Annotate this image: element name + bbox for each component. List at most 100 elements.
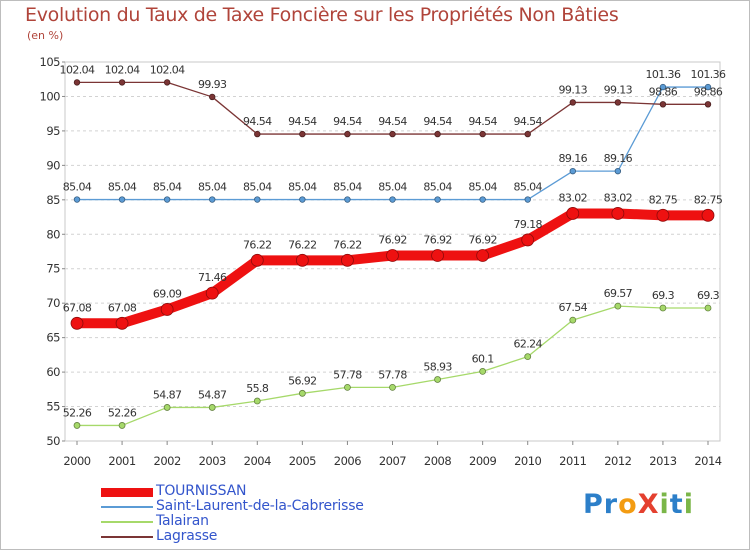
data-label-saint-laurent-de-la-cabrerisse: 101.36 [645, 68, 680, 81]
data-label-lagrasse: 98.86 [649, 85, 678, 98]
data-label-tournissan: 67.08 [108, 301, 137, 314]
data-label-lagrasse: 102.04 [150, 63, 185, 76]
data-label-talairan: 57.78 [333, 368, 362, 381]
data-label-talairan: 56.92 [288, 374, 317, 387]
x-tick-label: 2011 [559, 454, 586, 468]
data-label-talairan: 69.3 [697, 289, 720, 302]
data-label-tournissan: 76.22 [333, 238, 362, 251]
y-tick-label: 85 [46, 193, 60, 207]
data-point-tournissan [160, 303, 174, 316]
data-point-tournissan [205, 286, 219, 300]
series-line-talairan [76, 305, 709, 427]
data-point-saint-laurent-de-la-cabrerisse [569, 167, 576, 175]
data-point-talairan [614, 302, 622, 310]
data-label-tournissan: 79.18 [513, 218, 542, 231]
logo-letter: t [669, 489, 684, 520]
data-label-talairan: 54.87 [198, 388, 227, 401]
y-tick-label: 60 [46, 365, 60, 379]
y-tick-label: 70 [46, 296, 60, 310]
logo-letter: i [683, 489, 694, 520]
data-point-talairan [659, 304, 667, 312]
data-point-saint-laurent-de-la-cabrerisse [73, 196, 81, 203]
data-label-saint-laurent-de-la-cabrerisse: 85.04 [288, 181, 317, 194]
data-point-saint-laurent-de-la-cabrerisse [209, 196, 216, 203]
data-label-lagrasse: 94.54 [288, 115, 317, 128]
data-point-tournissan [566, 207, 580, 220]
data-point-tournissan [476, 249, 490, 262]
data-label-saint-laurent-de-la-cabrerisse: 101.36 [691, 68, 726, 81]
y-tick-label: 105 [40, 55, 61, 69]
data-label-saint-laurent-de-la-cabrerisse: 85.04 [468, 181, 497, 194]
y-tick-label: 90 [46, 158, 60, 172]
data-label-tournissan: 82.75 [649, 193, 678, 206]
data-label-tournissan: 76.92 [468, 233, 497, 246]
data-point-tournissan [386, 249, 399, 262]
data-label-talairan: 58.93 [423, 360, 452, 373]
data-point-lagrasse [659, 101, 667, 108]
data-point-tournissan [250, 253, 264, 267]
data-label-tournissan: 71.46 [198, 271, 227, 284]
data-point-lagrasse [479, 130, 486, 138]
data-point-talairan [344, 383, 351, 391]
data-label-talairan: 69.57 [604, 287, 633, 300]
y-tick-label: 95 [46, 124, 60, 138]
data-label-lagrasse: 94.54 [513, 115, 542, 128]
legend-swatch [101, 487, 153, 497]
data-point-saint-laurent-de-la-cabrerisse [614, 167, 622, 175]
data-label-saint-laurent-de-la-cabrerisse: 89.16 [559, 152, 588, 165]
data-point-saint-laurent-de-la-cabrerisse [704, 83, 712, 91]
data-point-tournissan [611, 207, 625, 220]
data-label-tournissan: 83.02 [604, 191, 633, 204]
legend-label: Talairan [156, 513, 209, 529]
data-point-saint-laurent-de-la-cabrerisse [254, 196, 261, 203]
data-point-tournissan [70, 316, 84, 330]
data-label-lagrasse: 94.54 [468, 115, 497, 128]
data-point-lagrasse [163, 79, 171, 86]
x-tick-label: 2004 [244, 454, 271, 468]
data-point-talairan [208, 404, 216, 411]
x-tick-label: 2010 [514, 454, 541, 468]
data-point-lagrasse [434, 130, 441, 138]
data-point-tournissan [656, 208, 670, 222]
data-point-talairan [569, 316, 577, 324]
data-label-talairan: 57.78 [378, 368, 407, 381]
x-tick-label: 2005 [289, 454, 316, 468]
data-label-saint-laurent-de-la-cabrerisse: 85.04 [513, 181, 542, 194]
data-point-saint-laurent-de-la-cabrerisse [659, 83, 667, 91]
logo-letter: i [659, 489, 670, 520]
x-tick-label: 2006 [334, 454, 361, 468]
data-label-saint-laurent-de-la-cabrerisse: 85.04 [333, 181, 362, 194]
data-point-lagrasse [254, 130, 261, 138]
data-label-tournissan: 76.22 [288, 238, 317, 251]
data-label-talairan: 52.26 [108, 406, 137, 419]
data-label-tournissan: 69.09 [153, 287, 182, 300]
chart-unit-label: (en %) [27, 29, 64, 42]
x-tick-label: 2012 [604, 454, 631, 468]
data-label-lagrasse: 94.54 [243, 115, 272, 128]
data-label-lagrasse: 94.54 [378, 115, 407, 128]
y-tick-label: 100 [40, 89, 61, 103]
data-label-tournissan: 83.02 [559, 191, 588, 204]
data-point-saint-laurent-de-la-cabrerisse [389, 196, 396, 203]
y-tick-label: 65 [46, 331, 60, 345]
data-label-saint-laurent-de-la-cabrerisse: 85.04 [153, 181, 182, 194]
data-label-talairan: 62.24 [513, 338, 542, 351]
data-label-lagrasse: 94.54 [333, 115, 362, 128]
logo-letter: o [618, 489, 638, 520]
data-label-saint-laurent-de-la-cabrerisse: 85.04 [423, 181, 452, 194]
data-label-tournissan: 82.75 [694, 193, 723, 206]
data-label-tournissan: 76.22 [243, 238, 272, 251]
data-label-talairan: 67.54 [559, 301, 588, 314]
legend-label: TOURNISSAN [156, 483, 247, 499]
x-tick-label: 2014 [694, 454, 721, 468]
data-point-tournissan [341, 253, 354, 267]
data-point-saint-laurent-de-la-cabrerisse [524, 196, 531, 203]
data-label-talairan: 69.3 [652, 289, 675, 302]
data-point-tournissan [431, 249, 444, 262]
proxiti-logo: ProXiti [583, 489, 694, 520]
data-label-saint-laurent-de-la-cabrerisse: 85.04 [63, 181, 92, 194]
data-point-talairan [479, 368, 487, 375]
data-label-saint-laurent-de-la-cabrerisse: 85.04 [108, 181, 137, 194]
data-point-talairan [73, 422, 81, 429]
